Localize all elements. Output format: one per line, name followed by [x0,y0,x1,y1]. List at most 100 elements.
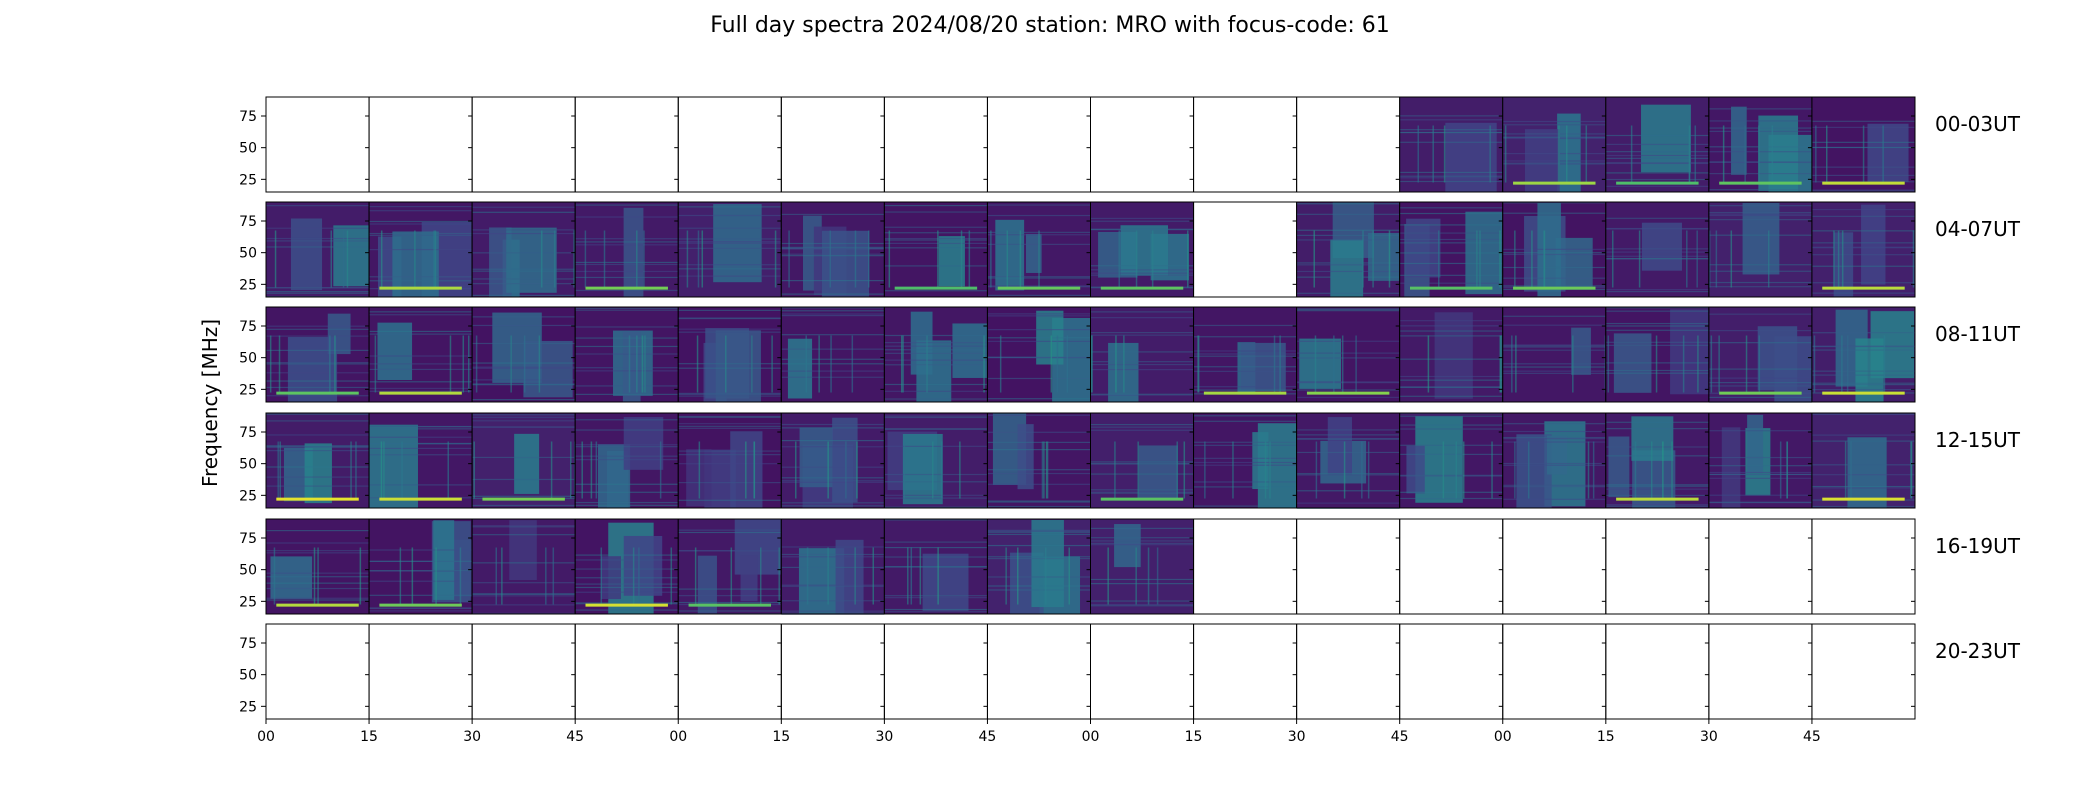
rfi-line [1296,234,1400,236]
burst-streak [818,335,820,393]
rfi-line [884,237,988,240]
rfi-line [1811,374,1915,376]
spectra-panel [1090,518,1195,615]
rfi-line [1708,146,1812,148]
bright-band [1409,286,1493,290]
rfi-line [1708,219,1812,221]
rfi-line [1502,486,1606,488]
x-tick-label: 45 [1391,729,1409,745]
rfi-line [678,454,782,456]
rfi-line [1193,415,1297,417]
rfi-line [1811,189,1915,191]
spectra-panel [986,518,1091,615]
rfi-line [472,478,576,481]
rfi-line [575,326,679,328]
spectra-panel [1399,306,1504,403]
burst-streak [447,441,450,499]
rfi-line [575,554,679,556]
rfi-line [678,588,782,590]
rfi-line [987,313,1091,315]
rfi-line [1811,370,1915,372]
burst-streak [1688,125,1691,183]
burst-streak [1504,125,1507,183]
spectra-panel [574,623,679,720]
emission-block [1855,338,1884,402]
rfi-line [266,372,370,374]
emission-block [1017,424,1034,490]
rfi-line [472,229,576,231]
burst-streak [745,441,747,499]
emission-block [1641,104,1691,173]
rfi-line [369,436,473,438]
burst-streak [1587,441,1590,499]
spectra-panel [986,306,1091,403]
rfi-line [987,214,1091,217]
spectra-row: 00-03UT 25 50 75 [239,96,2021,193]
rfi-line [369,223,473,225]
rfi-line [1708,213,1812,215]
rfi-line [1296,473,1400,475]
rfi-line [884,541,988,543]
panel-frame [1811,306,1916,403]
rfi-line [266,434,370,436]
spectra-panel [1296,412,1401,509]
rfi-line [575,504,679,506]
panel-frame [368,623,473,720]
spectra-panel [677,201,782,298]
panel-frame [1708,518,1813,615]
emission-block [1406,445,1425,494]
rfi-line [1502,163,1606,165]
burst-streak [545,547,547,605]
burst-streak [983,335,985,393]
burst-streak [1005,547,1007,605]
rfi-line [472,324,576,327]
burst-streak [1585,125,1588,183]
burst-streak [1767,230,1770,288]
rfi-line [266,529,370,532]
rfi-line [1502,370,1606,372]
spectra-panel [1708,201,1813,298]
burst-streak [1844,441,1847,499]
panel-frame [1296,623,1401,720]
panel-frame [986,96,1091,193]
panel-background [1090,519,1194,614]
rfi-line [1090,429,1194,431]
spectra-row: 16-19UT 25 50 75 [239,518,2021,615]
rfi-line [1605,290,1709,293]
rfi-line [1708,211,1812,214]
rfi-line [987,469,1091,471]
rfi-line [1502,324,1606,326]
spectra-panel [1811,518,1916,615]
rfi-line [369,447,473,450]
rfi-line [987,472,1091,475]
rfi-line [987,531,1091,533]
burst-streak [1147,547,1150,605]
spectra-panel [780,96,885,193]
rfi-line [1296,490,1400,492]
rfi-line [1708,234,1812,236]
rfi-line [1502,162,1606,164]
bright-band [688,603,772,607]
emission-block [489,227,512,297]
burst-streak [1462,441,1465,499]
rfi-line [987,337,1091,339]
rfi-line [781,600,885,602]
spectra-panel [780,518,885,615]
rfi-line [575,429,679,431]
rfi-line [1502,124,1606,126]
rfi-line [1502,366,1606,368]
rfi-line [575,444,679,446]
emission-block [697,555,717,614]
burst-streak [1204,441,1206,499]
rfi-line [369,363,473,365]
rfi-line [987,529,1091,531]
burst-streak [462,335,465,393]
rfi-line [1811,265,1915,267]
rfi-line [678,331,782,333]
rfi-line [987,589,1091,591]
rfi-line [1399,375,1503,378]
rfi-line [266,542,370,544]
emission-block [787,338,813,399]
burst-streak [1612,230,1614,288]
burst-streak [467,335,470,393]
